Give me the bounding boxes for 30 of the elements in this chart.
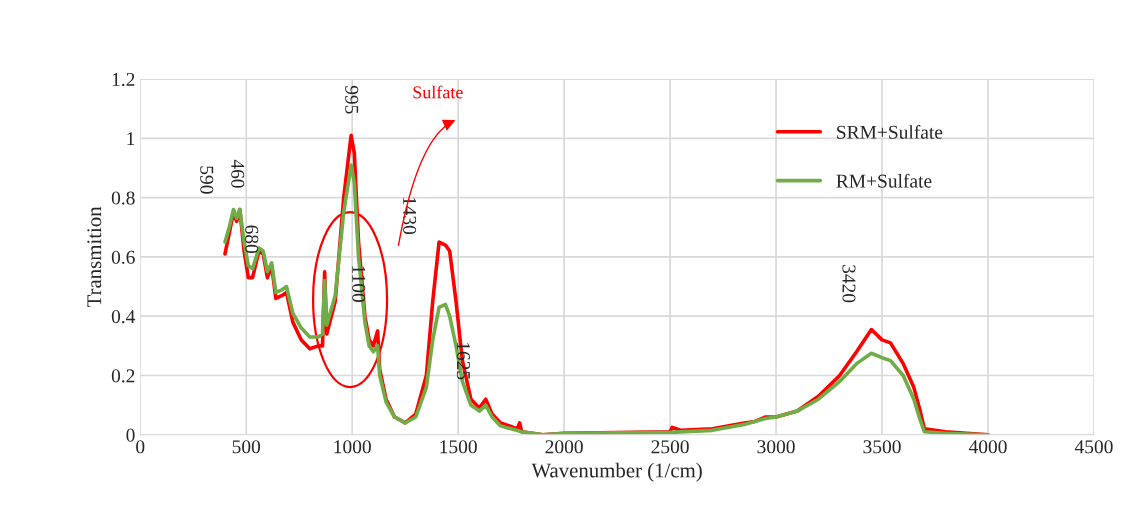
y-tick-label: 0.8	[111, 191, 135, 205]
annotation: 1625	[456, 342, 470, 380]
x-tick-label: 2500	[651, 440, 689, 454]
x-tick-label: 2000	[545, 440, 583, 454]
x-tick-label: 500	[232, 440, 261, 454]
x-tick-label: 1500	[440, 440, 477, 454]
annotation: 3420	[842, 265, 856, 303]
x-tick-label: 3000	[757, 440, 795, 454]
x-tick-label: 4500	[1074, 440, 1113, 454]
annotation: 1100	[352, 266, 366, 302]
x-axis-title: Wavenumber (1/cm)	[531, 462, 702, 482]
annotation: 680	[245, 225, 259, 253]
y-axis-title: Transmition	[87, 206, 102, 308]
x-tick-label: 4000	[968, 440, 1007, 454]
y-tick-label: 1	[127, 132, 135, 146]
y-tick-label: 1.2	[112, 72, 135, 87]
x-tick-label: 3500	[863, 440, 901, 454]
y-tick-label: 0	[126, 428, 135, 442]
y-tick-label: 0.4	[111, 310, 136, 324]
x-tick-label: 0	[136, 440, 145, 454]
annotation: 995	[345, 85, 359, 114]
y-tick-label: 0.6	[111, 250, 135, 264]
annotation: Sulfate	[413, 85, 463, 99]
y-tick-label: 0.2	[111, 369, 135, 383]
annotation: 1430	[403, 197, 417, 235]
annotation: 590	[200, 166, 214, 194]
annotation: 460	[231, 159, 245, 188]
legend-label: RM+Sulfate	[836, 173, 932, 188]
x-tick-label: 1000	[334, 440, 371, 454]
legend-label: SRM+Sulfate	[837, 124, 943, 139]
